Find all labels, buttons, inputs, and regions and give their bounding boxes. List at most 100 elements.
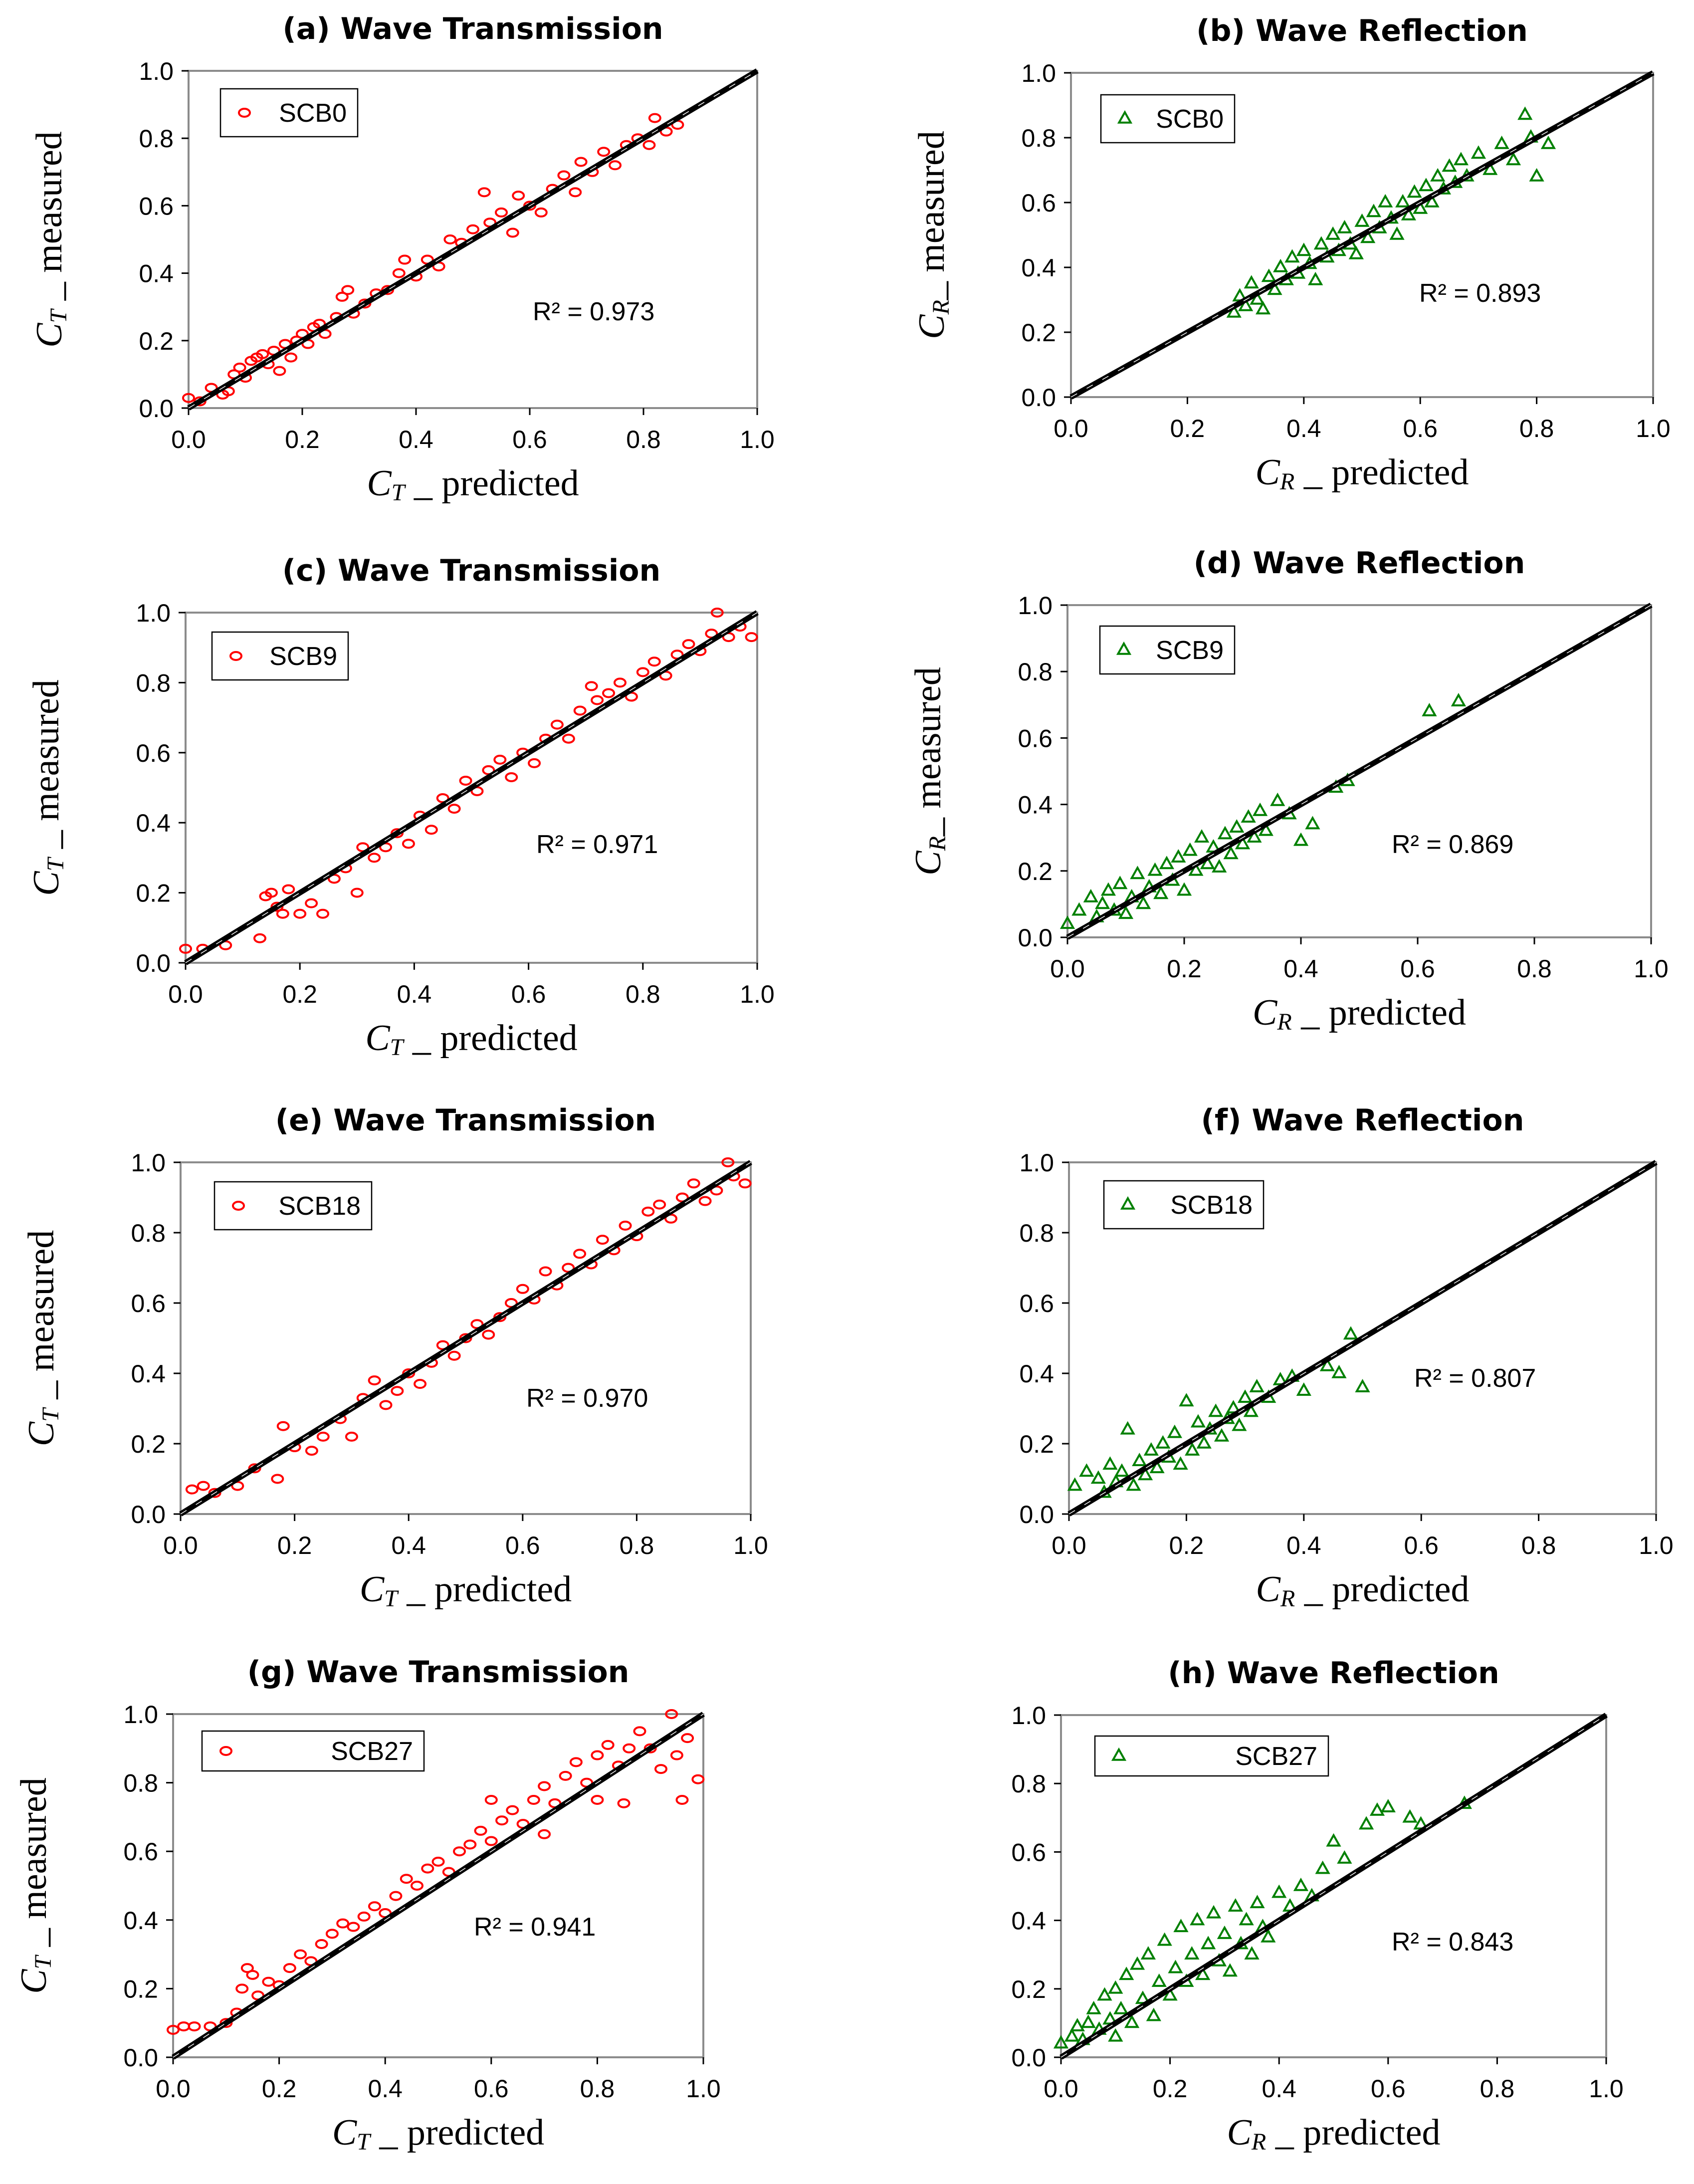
data-point bbox=[1217, 1925, 1233, 1939]
data-point bbox=[447, 804, 461, 814]
y-tick-label: 0.2 bbox=[1019, 1430, 1054, 1458]
data-point bbox=[643, 1743, 657, 1753]
data-point bbox=[1185, 1442, 1200, 1456]
data-point bbox=[315, 1939, 328, 1949]
data-point bbox=[424, 825, 438, 835]
data-point bbox=[1071, 902, 1087, 916]
data-point bbox=[633, 1726, 646, 1737]
data-point bbox=[293, 908, 307, 919]
data-point bbox=[1293, 832, 1309, 846]
x-tick-label: 0.6 bbox=[1400, 955, 1435, 983]
legend-marker bbox=[219, 1746, 232, 1756]
data-point bbox=[1153, 885, 1169, 899]
y-tick-label: 0.0 bbox=[136, 949, 171, 977]
y-tick-label: 1.0 bbox=[131, 1149, 166, 1177]
data-point bbox=[1505, 152, 1521, 166]
data-point bbox=[1380, 1799, 1396, 1813]
data-point bbox=[1159, 856, 1175, 870]
data-point bbox=[1137, 1467, 1153, 1481]
data-point bbox=[1097, 1987, 1112, 2001]
x-tick-label: 0.4 bbox=[1286, 415, 1321, 442]
y-tick-label: 0.4 bbox=[1011, 1907, 1046, 1935]
data-point bbox=[601, 1740, 615, 1750]
data-point bbox=[1120, 1421, 1135, 1435]
x-tick-label: 0.2 bbox=[277, 1531, 312, 1559]
x-tick-label: 0.4 bbox=[1262, 2075, 1296, 2103]
y-tick-label: 0.0 bbox=[131, 1501, 166, 1529]
data-point bbox=[248, 1463, 261, 1474]
data-point bbox=[1196, 1435, 1212, 1449]
data-point bbox=[1146, 2007, 1161, 2021]
data-point bbox=[1067, 1477, 1082, 1491]
x-tick-label: 0.0 bbox=[1052, 1531, 1086, 1559]
data-point bbox=[1407, 184, 1422, 198]
data-point bbox=[1258, 822, 1273, 836]
data-point bbox=[398, 254, 412, 265]
one-to-one-line bbox=[1059, 1713, 1608, 2060]
data-point bbox=[647, 656, 661, 667]
data-point bbox=[675, 1795, 689, 1805]
data-point bbox=[459, 775, 472, 786]
data-point bbox=[381, 285, 394, 295]
data-point bbox=[1319, 1357, 1335, 1371]
y-tick-label: 0.6 bbox=[1021, 189, 1056, 217]
data-point bbox=[402, 1368, 416, 1378]
legend-marker bbox=[1117, 110, 1133, 124]
r-squared-label: R² = 0.971 bbox=[536, 830, 658, 859]
x-tick-label: 0.0 bbox=[156, 2075, 191, 2103]
data-point bbox=[325, 1929, 339, 1939]
data-point bbox=[193, 396, 207, 407]
x-tick-label: 1.0 bbox=[1634, 955, 1669, 983]
data-point bbox=[1140, 1946, 1156, 1960]
legend-box bbox=[1099, 625, 1236, 675]
legend-label: SCB9 bbox=[1156, 636, 1224, 665]
y-tick-label: 0.6 bbox=[1019, 1290, 1054, 1317]
y-tick-label: 0.8 bbox=[123, 1769, 158, 1797]
data-point bbox=[493, 1312, 507, 1322]
data-point bbox=[484, 1836, 498, 1846]
data-point bbox=[1540, 135, 1556, 149]
data-point bbox=[1222, 1963, 1238, 1977]
data-point bbox=[681, 1733, 694, 1744]
y-tick-label: 0.4 bbox=[131, 1360, 166, 1388]
y-tick-label: 1.0 bbox=[1011, 1702, 1046, 1730]
data-point bbox=[474, 1825, 487, 1836]
data-point bbox=[550, 719, 564, 730]
y-tick-label: 0.4 bbox=[1018, 791, 1053, 819]
data-point bbox=[477, 187, 491, 198]
fit-line bbox=[1067, 605, 1652, 938]
y-axis-label-group: CR_ measured bbox=[908, 667, 951, 875]
data-point bbox=[1132, 1453, 1147, 1467]
data-point bbox=[1422, 703, 1437, 716]
legend-marker bbox=[1120, 1196, 1136, 1210]
data-point bbox=[1126, 1477, 1141, 1491]
y-axis-label: CT _ measured bbox=[21, 1230, 64, 1447]
legend-label: SCB27 bbox=[331, 1737, 413, 1766]
x-tick-label: 0.8 bbox=[580, 2075, 615, 2103]
x-tick-label: 0.0 bbox=[163, 1531, 198, 1559]
data-point bbox=[253, 933, 266, 943]
x-tick-label: 0.8 bbox=[620, 1531, 654, 1559]
data-point bbox=[1112, 875, 1128, 889]
data-point bbox=[1167, 1424, 1182, 1438]
y-tick-label: 0.0 bbox=[139, 395, 174, 423]
data-point bbox=[1053, 2035, 1069, 2049]
data-point bbox=[687, 1178, 700, 1189]
data-point bbox=[400, 1874, 413, 1884]
y-tick-label: 0.2 bbox=[131, 1430, 166, 1458]
data-point bbox=[1237, 1389, 1253, 1403]
data-point bbox=[613, 677, 627, 688]
data-point bbox=[641, 1206, 655, 1217]
data-point bbox=[389, 1891, 403, 1901]
data-point bbox=[585, 681, 598, 691]
data-point bbox=[653, 1199, 666, 1210]
y-axis-label-group: CT _ measured bbox=[26, 679, 69, 896]
x-tick-label: 0.4 bbox=[368, 2075, 403, 2103]
data-point bbox=[495, 1815, 509, 1826]
data-point bbox=[1343, 1326, 1359, 1340]
data-point bbox=[602, 688, 616, 698]
data-point bbox=[538, 1781, 551, 1791]
r-squared-label: R² = 0.807 bbox=[1414, 1364, 1536, 1393]
data-point bbox=[368, 1375, 381, 1386]
x-tick-label: 1.0 bbox=[1589, 2075, 1624, 2103]
